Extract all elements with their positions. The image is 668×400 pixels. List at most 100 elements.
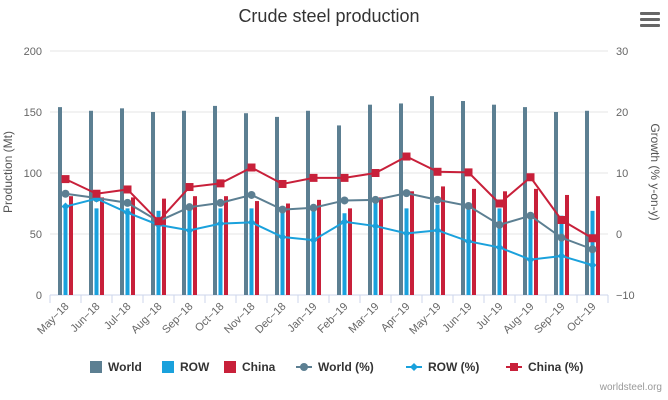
bar-row[interactable] [156, 210, 161, 295]
bar-world[interactable] [523, 107, 527, 296]
point-china[interactable] [526, 173, 535, 182]
legend-marker[interactable] [410, 363, 418, 371]
bar-world[interactable] [182, 110, 186, 295]
point-china[interactable] [278, 179, 287, 188]
bar-china[interactable] [131, 197, 135, 295]
chart-menu-icon[interactable] [640, 12, 660, 30]
bar-china[interactable] [100, 197, 104, 295]
point-row[interactable] [402, 229, 411, 238]
point-row[interactable] [464, 237, 473, 246]
bar-row[interactable] [218, 208, 223, 295]
bar-row[interactable] [249, 208, 254, 295]
legend-item[interactable]: China [224, 360, 276, 374]
point-row[interactable] [247, 218, 256, 227]
bar-row[interactable] [187, 208, 192, 295]
bar-row[interactable] [94, 208, 99, 295]
bar-china[interactable] [317, 199, 321, 295]
bar-china[interactable] [224, 196, 228, 295]
point-china[interactable] [340, 173, 349, 182]
bar-world[interactable] [89, 110, 93, 295]
bar-world[interactable] [151, 112, 155, 295]
bar-china[interactable] [441, 186, 445, 295]
bar-world[interactable] [337, 125, 341, 295]
point-row[interactable] [557, 251, 566, 260]
bar-row[interactable] [373, 202, 378, 295]
point-world[interactable] [123, 198, 132, 207]
bar-china[interactable] [69, 196, 73, 295]
bar-row[interactable] [280, 209, 285, 295]
bar-row[interactable] [63, 207, 68, 295]
point-world[interactable] [495, 220, 504, 229]
bar-china[interactable] [565, 194, 569, 295]
point-world[interactable] [464, 201, 473, 210]
bar-row[interactable] [497, 208, 502, 295]
bar-china[interactable] [255, 201, 259, 295]
chart-credit[interactable]: worldsteel.org [599, 382, 662, 393]
point-row[interactable] [433, 226, 442, 235]
point-world[interactable] [61, 189, 70, 198]
legend-item[interactable]: World (%) [296, 360, 374, 374]
bar-world[interactable] [430, 96, 434, 295]
bar-china[interactable] [348, 208, 352, 295]
bar-china[interactable] [596, 196, 600, 295]
point-row[interactable] [340, 217, 349, 226]
bar-row[interactable] [125, 208, 130, 295]
point-row[interactable] [526, 255, 535, 264]
bar-world[interactable] [399, 103, 403, 296]
point-world[interactable] [526, 211, 535, 220]
legend-item[interactable]: ROW (%) [406, 360, 479, 374]
point-world[interactable] [340, 196, 349, 205]
point-china[interactable] [309, 173, 318, 182]
bar-world[interactable] [213, 105, 217, 296]
bar-row[interactable] [528, 214, 533, 295]
point-world[interactable] [557, 233, 566, 242]
bar-world[interactable] [554, 112, 558, 295]
bar-china[interactable] [379, 197, 383, 295]
point-china[interactable] [433, 167, 442, 176]
bar-world[interactable] [244, 113, 248, 295]
bar-china[interactable] [286, 203, 290, 296]
legend-item[interactable]: World [90, 360, 142, 374]
point-row[interactable] [371, 222, 380, 231]
bar-row[interactable] [404, 208, 409, 295]
point-world[interactable] [588, 245, 597, 254]
point-china[interactable] [495, 199, 504, 208]
point-row[interactable] [278, 233, 287, 242]
point-china[interactable] [588, 234, 597, 243]
point-world[interactable] [402, 189, 411, 198]
point-world[interactable] [433, 195, 442, 204]
bar-world[interactable] [306, 110, 310, 295]
point-china[interactable] [557, 215, 566, 224]
point-china[interactable] [216, 179, 225, 188]
point-row[interactable] [309, 236, 318, 245]
legend-marker[interactable] [510, 363, 518, 371]
bar-world[interactable] [58, 107, 62, 296]
point-china[interactable] [154, 217, 163, 226]
point-row[interactable] [216, 219, 225, 228]
point-china[interactable] [185, 183, 194, 192]
point-row[interactable] [61, 202, 70, 211]
point-world[interactable] [185, 203, 194, 212]
bar-china[interactable] [410, 191, 414, 295]
point-china[interactable] [464, 168, 473, 177]
bar-china[interactable] [503, 191, 507, 295]
point-china[interactable] [123, 185, 132, 194]
point-china[interactable] [371, 169, 380, 177]
bar-world[interactable] [461, 101, 465, 296]
point-world[interactable] [247, 190, 256, 199]
bar-china[interactable] [193, 196, 197, 295]
bar-china[interactable] [162, 198, 166, 295]
point-row[interactable] [495, 243, 504, 252]
bar-row[interactable] [435, 204, 440, 295]
point-world[interactable] [216, 198, 225, 207]
point-china[interactable] [402, 152, 411, 161]
legend-item[interactable]: China (%) [506, 360, 583, 374]
bar-row[interactable] [466, 208, 471, 295]
bar-world[interactable] [585, 110, 589, 295]
point-row[interactable] [123, 208, 132, 217]
bar-row[interactable] [311, 208, 316, 295]
point-china[interactable] [92, 189, 101, 198]
point-world[interactable] [278, 205, 287, 214]
point-world[interactable] [309, 203, 318, 212]
point-china[interactable] [247, 163, 256, 172]
